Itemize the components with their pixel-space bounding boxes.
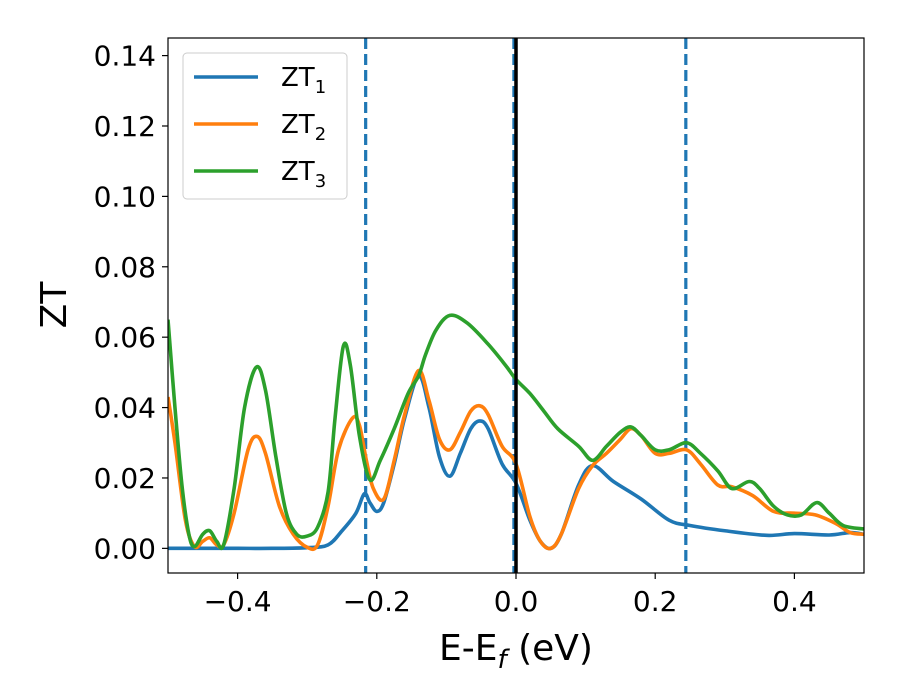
series-line-zt3 [168,313,864,551]
y-tick-label: 0.00 [94,532,156,565]
legend-label-zt2: ZT2 [281,110,326,145]
x-tick-label: 0.4 [772,585,817,618]
legend-box [182,52,348,200]
legend-label-zt3: ZT3 [281,157,326,192]
series-line-zt2 [168,368,864,552]
x-axis-label-main: E-E [439,628,497,669]
y-tick-label: 0.02 [94,462,156,495]
y-tick-label: 0.12 [94,110,156,143]
x-tick-label: 0.0 [494,585,539,618]
legend-label-zt1: ZT1 [281,63,326,98]
series-line-zt1 [168,374,864,551]
x-tick-label: −0.4 [204,585,272,618]
y-tick-label: 0.06 [94,321,156,354]
x-tick-label: −0.2 [343,585,411,618]
x-tick-label: 0.2 [633,585,678,618]
y-axis-label: ZT [34,281,75,329]
y-tick-label: 0.10 [94,180,156,213]
y-tick-label: 0.14 [94,40,156,73]
x-axis-label-unit: (eV) [507,628,593,669]
legend: ZT1 ZT2 ZT3 [182,52,348,200]
x-axis-label: E-Ef (eV) [439,628,593,675]
y-tick-label: 0.08 [94,251,156,284]
y-tick-label: 0.04 [94,392,156,425]
